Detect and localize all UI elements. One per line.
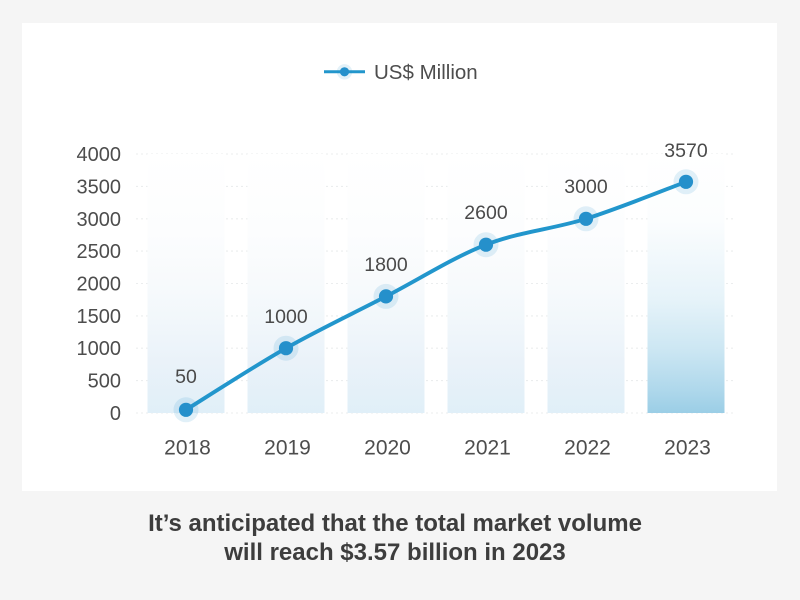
svg-text:2019: 2019 (264, 437, 311, 460)
svg-text:2500: 2500 (77, 241, 122, 263)
svg-text:2021: 2021 (464, 437, 511, 460)
svg-text:4000: 4000 (77, 144, 122, 166)
svg-text:2018: 2018 (164, 437, 211, 460)
svg-text:2000: 2000 (77, 274, 122, 296)
svg-text:3500: 3500 (77, 176, 122, 198)
svg-text:1800: 1800 (364, 254, 408, 276)
svg-text:2600: 2600 (464, 202, 508, 224)
svg-text:3000: 3000 (564, 176, 608, 198)
svg-text:3570: 3570 (664, 140, 708, 162)
svg-text:1500: 1500 (77, 306, 122, 328)
svg-text:3000: 3000 (77, 209, 122, 231)
svg-text:2020: 2020 (364, 437, 411, 460)
svg-text:1000: 1000 (77, 338, 122, 360)
svg-text:50: 50 (175, 366, 197, 388)
svg-text:1000: 1000 (264, 306, 308, 328)
svg-text:US$ Million: US$ Million (374, 61, 478, 84)
svg-text:0: 0 (110, 403, 121, 425)
svg-text:2022: 2022 (564, 437, 611, 460)
svg-text:2023: 2023 (664, 437, 711, 460)
svg-text:500: 500 (88, 371, 121, 393)
